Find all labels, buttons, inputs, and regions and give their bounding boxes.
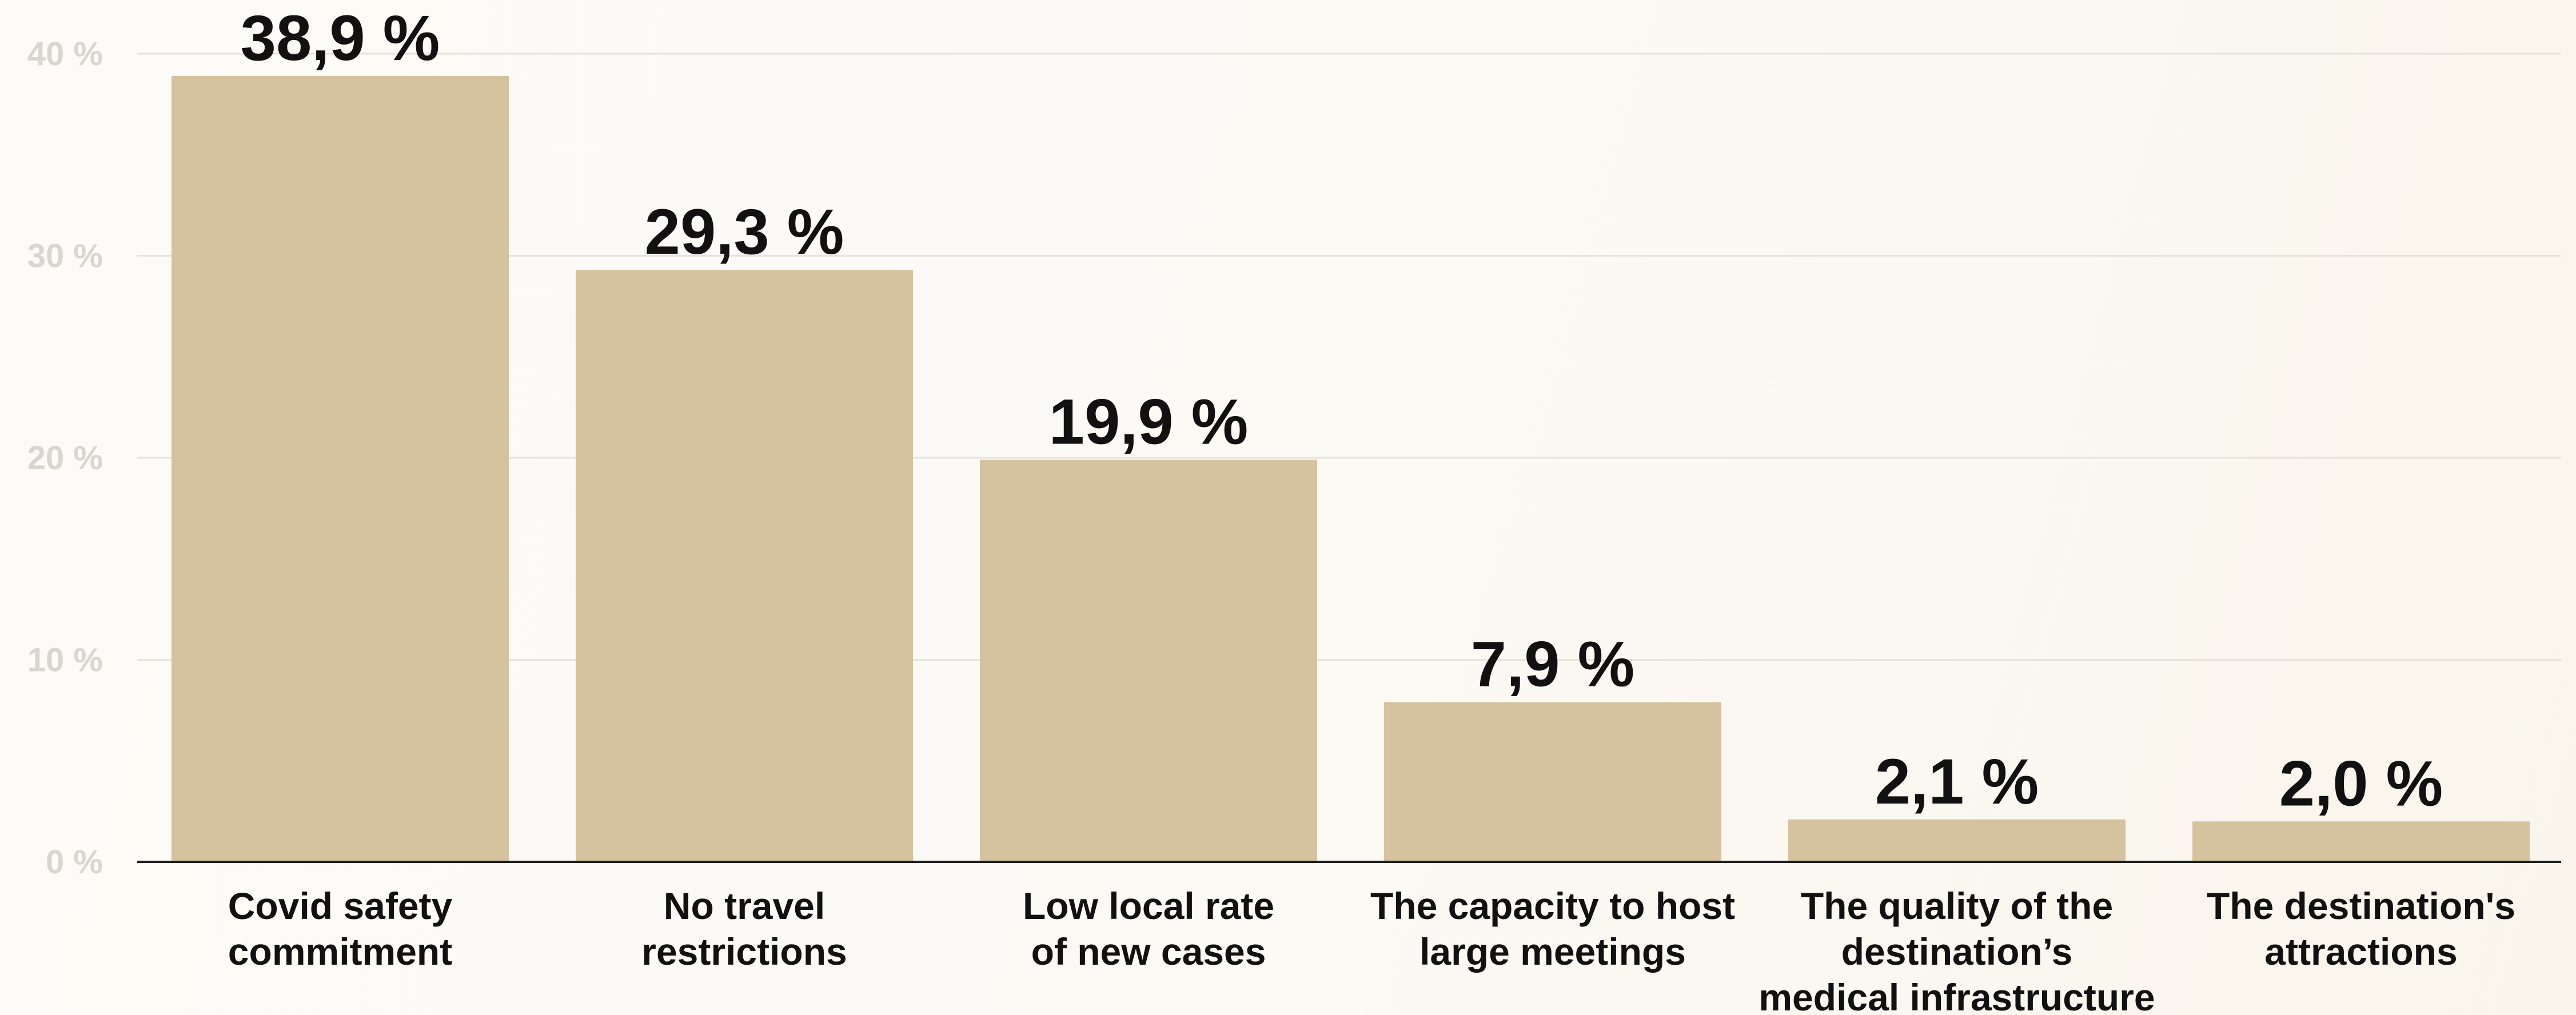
y-tick-label: 40 % bbox=[27, 35, 103, 73]
data-label: 2,0 % bbox=[2279, 748, 2443, 819]
y-tick-label: 10 % bbox=[27, 642, 103, 679]
x-tick-label: commitment bbox=[228, 930, 452, 973]
x-tick-label: The quality of the bbox=[1801, 885, 2113, 927]
data-label: 7,9 % bbox=[1471, 629, 1634, 700]
x-tick-label: The destination's bbox=[2207, 885, 2515, 927]
x-tick-label: The capacity to host bbox=[1370, 885, 1735, 927]
x-tick-label: attractions bbox=[2264, 930, 2457, 973]
bar bbox=[576, 270, 913, 862]
x-tick-label: restrictions bbox=[641, 930, 847, 973]
x-tick-label: Low local rate bbox=[1023, 885, 1274, 927]
y-tick-label: 0 % bbox=[46, 844, 103, 881]
bar bbox=[980, 459, 1317, 862]
bar bbox=[2192, 821, 2530, 862]
x-tick-label: medical infrastructure bbox=[1758, 976, 2155, 1015]
y-tick-label: 30 % bbox=[27, 238, 103, 275]
y-tick-label: 20 % bbox=[27, 439, 103, 477]
bar bbox=[1384, 702, 1721, 862]
data-label: 38,9 % bbox=[241, 2, 440, 74]
x-tick-label: large meetings bbox=[1419, 930, 1686, 973]
data-label: 2,1 % bbox=[1875, 746, 2039, 817]
bar bbox=[1788, 819, 2126, 862]
x-tick-label: Covid safety bbox=[228, 885, 453, 927]
data-label: 19,9 % bbox=[1049, 386, 1249, 458]
bar bbox=[172, 75, 509, 862]
x-tick-label: No travel bbox=[664, 885, 825, 927]
x-tick-label: of new cases bbox=[1031, 930, 1266, 973]
data-label: 29,3 % bbox=[645, 196, 844, 267]
x-tick-label: destination’s bbox=[1841, 930, 2073, 973]
